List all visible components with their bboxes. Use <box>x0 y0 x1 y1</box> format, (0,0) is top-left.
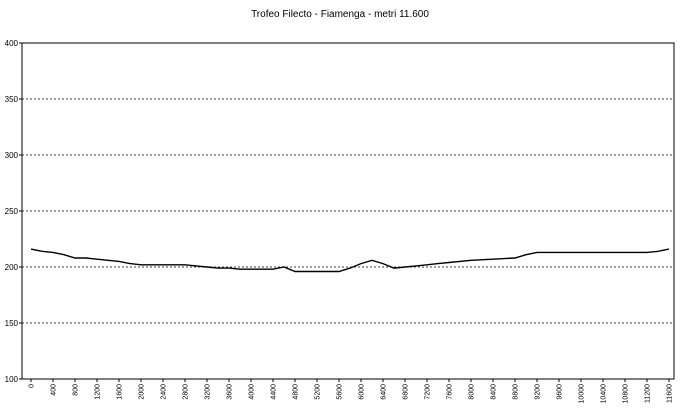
chart-title: Trofeo Filecto - Fiamenga - metri 11.600 <box>251 9 429 20</box>
x-tick-label: 400 <box>51 384 58 396</box>
x-tick-label: 2800 <box>183 384 190 400</box>
x-axis-ticks: 0 400 800 1200 1600 2000 2400 2800 3200 3600 4000 4… <box>29 379 674 403</box>
x-tick-label: 7200 <box>425 384 432 400</box>
x-tick-label: 10000 <box>579 384 586 404</box>
y-tick-label: 100 <box>5 375 19 384</box>
x-tick-label: 4400 <box>271 384 278 400</box>
x-tick-label: 10400 <box>601 384 608 404</box>
series-line <box>30 248 670 273</box>
x-tick-label: 6000 <box>359 384 366 400</box>
x-tick-label: 4800 <box>293 384 300 400</box>
x-tick-label: 1200 <box>95 384 102 400</box>
y-tick-label: 300 <box>5 151 19 160</box>
x-tick-label: 8800 <box>513 384 520 400</box>
y-tick-label: 150 <box>5 319 19 328</box>
y-tick-label: 250 <box>5 207 19 216</box>
x-tick-label: 6400 <box>381 384 388 400</box>
plot-area <box>21 42 675 380</box>
x-tick-label: 1600 <box>117 384 124 400</box>
x-tick-label: 4000 <box>249 384 256 400</box>
x-tick-label: 3200 <box>205 384 212 400</box>
x-tick-label: 6800 <box>403 384 410 400</box>
x-tick-label: 5600 <box>337 384 344 400</box>
y-axis-ticks: 100 150 200 250 300 350 400 <box>5 39 22 384</box>
x-tick-label: 9600 <box>557 384 564 400</box>
x-tick-label: 11600 <box>667 384 674 403</box>
grid-lines <box>22 98 674 324</box>
y-tick-label: 200 <box>5 263 19 272</box>
x-tick-label: 8000 <box>469 384 476 400</box>
x-tick-label: 3600 <box>227 384 234 400</box>
x-tick-label: 800 <box>73 384 80 396</box>
x-tick-label: 8400 <box>491 384 498 400</box>
x-tick-label: 2400 <box>161 384 168 400</box>
x-tick-label: 0 <box>29 384 36 388</box>
x-tick-label: 11200 <box>645 384 652 403</box>
x-tick-label: 2000 <box>139 384 146 400</box>
x-tick-label: 5200 <box>315 384 322 400</box>
x-tick-label: 10800 <box>623 384 630 404</box>
y-tick-label: 350 <box>5 95 19 104</box>
x-tick-label: 9200 <box>535 384 542 400</box>
y-tick-label: 400 <box>5 39 19 48</box>
x-tick-label: 7600 <box>447 384 454 400</box>
